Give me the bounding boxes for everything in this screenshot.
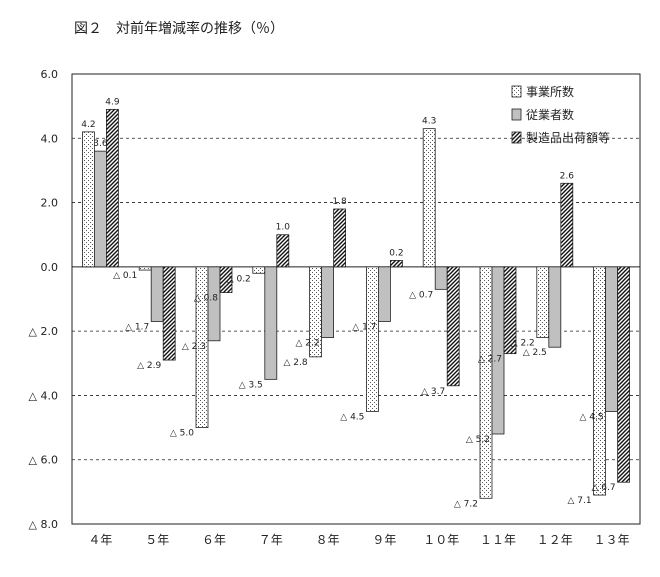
bar-1 bbox=[82, 131, 95, 268]
data-label: 1.8 bbox=[332, 197, 347, 207]
y-tick-label: 2.0 bbox=[41, 197, 59, 210]
legend-label: 従業者数 bbox=[526, 107, 574, 122]
y-tick-label: △ 6.0 bbox=[29, 454, 58, 467]
data-label: 0.2 bbox=[389, 248, 403, 258]
legend-swatch bbox=[511, 131, 522, 144]
data-label: △ 6.7 bbox=[591, 483, 615, 493]
data-label: △ 2.5 bbox=[523, 348, 547, 358]
data-label: △ 0.1 bbox=[113, 271, 137, 281]
data-label: △ 2.3 bbox=[182, 342, 206, 352]
bar-2 bbox=[491, 266, 505, 435]
x-tick-label: １０年 bbox=[423, 533, 459, 547]
x-tick-label: ８年 bbox=[316, 533, 340, 547]
bar-3 bbox=[276, 234, 290, 268]
bar-1 bbox=[365, 266, 379, 412]
legend-swatch bbox=[511, 108, 522, 121]
data-label: △ 7.1 bbox=[567, 496, 591, 506]
bar-3 bbox=[219, 266, 233, 293]
bar-1 bbox=[252, 266, 266, 274]
legend-swatch bbox=[511, 85, 522, 98]
bar-2 bbox=[377, 266, 391, 322]
x-tick-label: ４年 bbox=[88, 533, 112, 547]
bar-2 bbox=[94, 150, 107, 268]
data-label: △ 1.7 bbox=[125, 323, 149, 333]
data-label: 2.6 bbox=[560, 171, 575, 181]
bar-1 bbox=[536, 266, 550, 338]
data-label: △ 5.0 bbox=[170, 429, 194, 439]
bar-1 bbox=[138, 266, 152, 271]
plot-frame bbox=[71, 73, 641, 525]
data-label: △ 4.5 bbox=[340, 413, 364, 423]
bar-3 bbox=[162, 266, 176, 361]
x-tick-label: ６年 bbox=[202, 533, 226, 547]
data-label: △ 2.7 bbox=[478, 355, 502, 365]
bar-3 bbox=[106, 108, 119, 268]
bar-3 bbox=[446, 266, 460, 387]
data-label: △ 4.5 bbox=[579, 413, 603, 423]
y-tick-label: 6.0 bbox=[41, 68, 59, 81]
data-label: △ 0.8 bbox=[194, 294, 218, 304]
x-tick-label: ９年 bbox=[372, 533, 396, 547]
legend-label: 製造品出荷額等 bbox=[526, 131, 610, 145]
data-label: △ 3.7 bbox=[421, 387, 445, 397]
y-tick-label: 0.0 bbox=[41, 261, 59, 274]
legend-label: 事業所数 bbox=[526, 84, 574, 99]
data-label: △ 1.7 bbox=[352, 323, 376, 333]
y-tick-label: 4.0 bbox=[41, 132, 59, 145]
bar-1 bbox=[422, 128, 436, 268]
data-label: 4.2 bbox=[81, 120, 95, 130]
data-label: 1.0 bbox=[276, 223, 291, 233]
bar-1 bbox=[195, 266, 209, 428]
x-tick-label: １１年 bbox=[480, 533, 516, 547]
bar-2 bbox=[264, 266, 278, 380]
y-tick-label: △ 8.0 bbox=[29, 518, 58, 531]
x-tick-label: １２年 bbox=[537, 533, 573, 547]
data-label: △ 0.7 bbox=[409, 290, 433, 300]
bar-3 bbox=[560, 182, 574, 268]
y-tick-label: △ 2.0 bbox=[29, 325, 58, 338]
bar-2 bbox=[548, 266, 562, 348]
bar-3 bbox=[503, 266, 517, 355]
data-label: △ 0.2 bbox=[227, 274, 251, 284]
bar-1 bbox=[479, 266, 493, 499]
data-label: 4.3 bbox=[422, 117, 436, 127]
bar-3 bbox=[389, 260, 403, 268]
data-label: △ 2.2 bbox=[511, 339, 535, 349]
bar-3 bbox=[333, 208, 347, 268]
bar-2 bbox=[434, 266, 448, 290]
x-tick-label: １３年 bbox=[594, 533, 630, 547]
bar-2 bbox=[605, 266, 618, 412]
bar-2 bbox=[321, 266, 335, 338]
chart-title: 図２ 対前年増減率の推移（％） bbox=[74, 21, 284, 37]
x-tick-label: ７年 bbox=[259, 533, 283, 547]
y-tick-label: △ 4.0 bbox=[29, 389, 58, 402]
bar-3 bbox=[617, 266, 630, 483]
data-label: △ 2.8 bbox=[283, 358, 307, 368]
data-label: △ 3.5 bbox=[239, 380, 263, 390]
x-tick-label: ５年 bbox=[145, 533, 169, 547]
bar-2 bbox=[207, 266, 221, 342]
data-label: 4.9 bbox=[105, 97, 120, 107]
data-label: △ 5.2 bbox=[466, 435, 490, 445]
data-label: 3.6 bbox=[93, 139, 108, 149]
data-label: △ 7.2 bbox=[454, 499, 478, 509]
data-label: △ 2.9 bbox=[137, 361, 161, 371]
data-label: △ 2.2 bbox=[295, 339, 319, 349]
bar-1 bbox=[593, 266, 606, 496]
bar-2 bbox=[150, 266, 164, 322]
